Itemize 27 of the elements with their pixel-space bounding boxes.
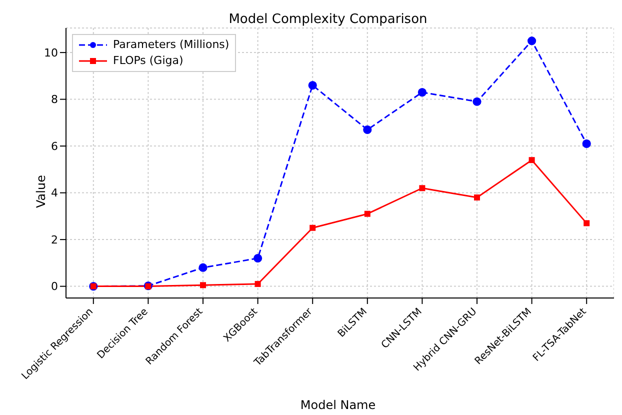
x-axis-title: Model Name: [299, 398, 377, 412]
y-axis-title: Value: [34, 175, 48, 208]
legend-label: Parameters (Millions): [113, 37, 230, 53]
point: [474, 194, 480, 200]
point: [200, 282, 206, 288]
point: [472, 97, 482, 106]
point: [308, 80, 317, 90]
y-tick-label: 2: [51, 233, 58, 246]
y-tick-label: 10: [44, 46, 58, 60]
point: [419, 185, 426, 192]
point: [254, 254, 262, 263]
point: [418, 88, 426, 97]
y-tick-label: 4: [51, 186, 58, 200]
y-tick-label: 8: [51, 93, 58, 106]
point: [528, 157, 535, 164]
chart-title: Model Complexity Comparison: [228, 12, 428, 27]
point: [584, 220, 590, 226]
y-tick-label: 0: [51, 280, 58, 294]
y-tick-label: 6: [51, 140, 58, 153]
legend-label: FLOPs (Giga): [113, 53, 184, 69]
point: [310, 224, 316, 231]
point: [198, 263, 208, 272]
point: [528, 36, 536, 46]
point: [254, 280, 261, 287]
point: [363, 125, 372, 134]
point: [582, 139, 591, 148]
point: [364, 210, 370, 217]
